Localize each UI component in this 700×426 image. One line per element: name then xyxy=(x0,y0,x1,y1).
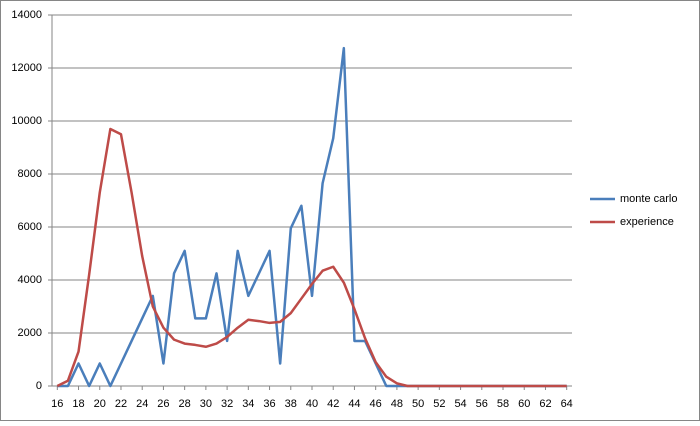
y-tick-label: 14000 xyxy=(11,9,42,21)
x-tick-label: 50 xyxy=(412,398,424,410)
x-tick-label: 24 xyxy=(136,398,148,410)
y-tick-label: 8000 xyxy=(18,168,42,180)
x-tick-label: 42 xyxy=(327,398,339,410)
x-tick-label: 16 xyxy=(51,398,63,410)
x-tick-label: 46 xyxy=(370,398,382,410)
x-tick-label: 34 xyxy=(242,398,254,410)
x-tick-label: 22 xyxy=(115,398,127,410)
y-tick-label: 2000 xyxy=(18,327,42,339)
x-tick-label: 60 xyxy=(518,398,530,410)
y-tick-label: 6000 xyxy=(18,221,42,233)
x-tick-label: 52 xyxy=(433,398,445,410)
y-tick-label: 12000 xyxy=(11,62,42,74)
y-tick-label: 10000 xyxy=(11,115,42,127)
x-tick-label: 32 xyxy=(221,398,233,410)
x-tick-label: 18 xyxy=(72,398,84,410)
x-tick-label: 64 xyxy=(561,398,573,410)
x-tick-label: 26 xyxy=(157,398,169,410)
legend-label: monte carlo xyxy=(620,193,677,205)
x-tick-label: 38 xyxy=(285,398,297,410)
series-line xyxy=(56,127,567,388)
x-tick-label: 48 xyxy=(391,398,403,410)
y-tick-label: 4000 xyxy=(18,274,42,286)
x-tick-label: 30 xyxy=(200,398,212,410)
x-tick-label: 54 xyxy=(454,398,466,410)
x-tick-label: 58 xyxy=(497,398,509,410)
x-tick-label: 36 xyxy=(263,398,275,410)
x-tick-label: 62 xyxy=(539,398,551,410)
legend-label: experience xyxy=(620,216,674,228)
y-tick-label: 0 xyxy=(36,380,42,392)
x-tick-label: 56 xyxy=(476,398,488,410)
x-tick-label: 44 xyxy=(348,398,360,410)
x-tick-label: 20 xyxy=(94,398,106,410)
x-tick-label: 40 xyxy=(306,398,318,410)
x-tick-label: 28 xyxy=(179,398,191,410)
